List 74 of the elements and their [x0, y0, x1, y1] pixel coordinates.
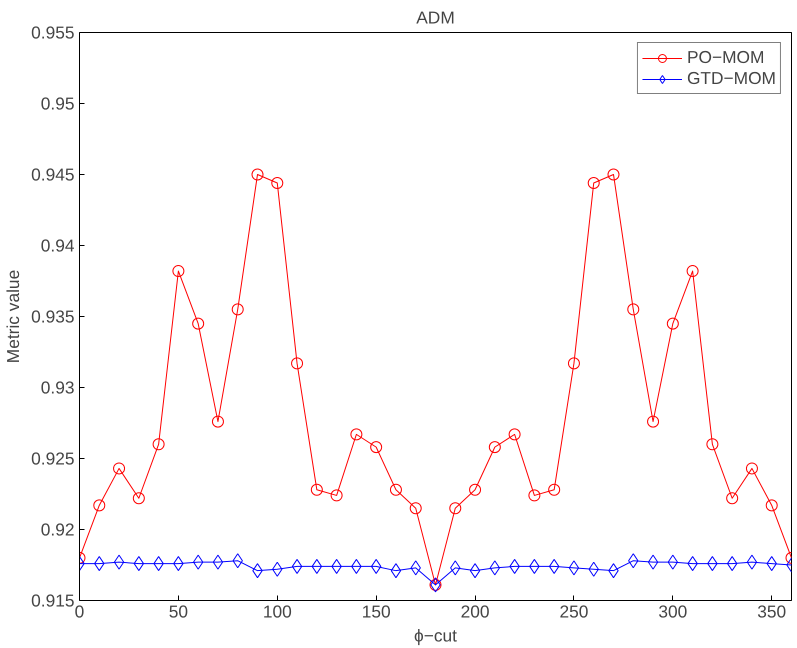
point [648, 554, 658, 570]
point [271, 177, 284, 190]
y-tick-label: 0.94 [40, 236, 75, 256]
legend-label: PO−MOM [686, 47, 764, 68]
point [707, 556, 718, 572]
y-tick-label: 0.945 [31, 164, 75, 184]
y-tick-label: 0.915 [31, 590, 75, 610]
point [666, 318, 679, 330]
point [172, 265, 184, 278]
point [687, 556, 698, 572]
point [114, 554, 124, 570]
point [153, 556, 164, 572]
point [292, 558, 302, 574]
point [390, 484, 402, 496]
x-tick-label: 200 [460, 602, 490, 622]
point [627, 303, 640, 316]
point [351, 558, 362, 574]
point [350, 428, 362, 440]
y-tick-label: 0.93 [40, 378, 75, 398]
point [410, 502, 422, 514]
point [252, 563, 263, 578]
point [528, 489, 540, 502]
point [726, 492, 738, 504]
point [152, 438, 165, 450]
x-tick-label: 100 [262, 602, 292, 622]
point [449, 502, 462, 514]
y-axis-title: Metric value [3, 270, 24, 364]
point [686, 265, 699, 278]
point [113, 462, 126, 474]
x-tick-label: 50 [168, 602, 188, 622]
point [608, 168, 620, 180]
point [588, 177, 600, 190]
y-tick-label: 0.925 [31, 448, 75, 468]
y-tick-label: 0.95 [40, 94, 75, 114]
point [291, 357, 304, 370]
point [529, 558, 540, 574]
point [568, 357, 580, 370]
point [488, 441, 501, 454]
point [746, 462, 758, 474]
y-tick-label: 0.92 [40, 520, 75, 540]
point [509, 558, 520, 574]
point [568, 560, 580, 576]
point [212, 416, 224, 428]
x-tick-label: 350 [757, 602, 786, 622]
point [706, 438, 718, 450]
chart-title: ADM [416, 8, 455, 28]
point [330, 489, 343, 502]
point [470, 563, 480, 578]
point [508, 428, 521, 440]
y-tick-label: 0.935 [31, 306, 75, 326]
point [608, 563, 619, 578]
point [93, 499, 106, 512]
legend-label: GTD−MOM [686, 68, 776, 89]
x-tick-label: 250 [559, 602, 588, 622]
point [132, 492, 145, 504]
point [746, 554, 758, 570]
point [370, 441, 382, 454]
point [173, 556, 184, 572]
point [310, 484, 323, 496]
x-tick-label: 0 [74, 602, 84, 622]
x-tick-label: 300 [658, 602, 688, 622]
y-tick-label: 0.955 [31, 22, 75, 42]
point [232, 303, 244, 316]
point [212, 554, 224, 570]
point [548, 484, 560, 496]
point [331, 558, 342, 574]
point [390, 563, 402, 578]
point [192, 318, 204, 330]
point [766, 499, 778, 512]
point [252, 168, 264, 180]
x-axis-title: ϕ−cut [414, 626, 458, 646]
x-tick-label: 150 [362, 602, 391, 622]
point [647, 416, 660, 428]
point [469, 484, 482, 496]
